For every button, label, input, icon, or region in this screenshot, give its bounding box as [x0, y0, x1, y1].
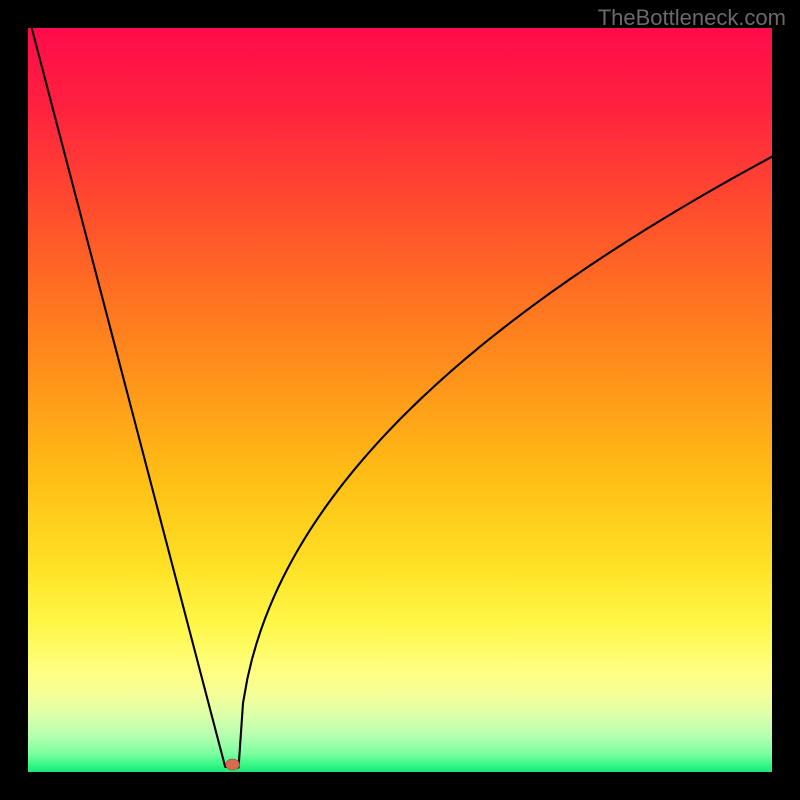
plot-background	[28, 28, 772, 772]
chart-svg	[0, 0, 800, 800]
chart-stage: TheBottleneck.com	[0, 0, 800, 800]
vertex-marker	[226, 759, 240, 770]
watermark-text: TheBottleneck.com	[598, 5, 786, 31]
